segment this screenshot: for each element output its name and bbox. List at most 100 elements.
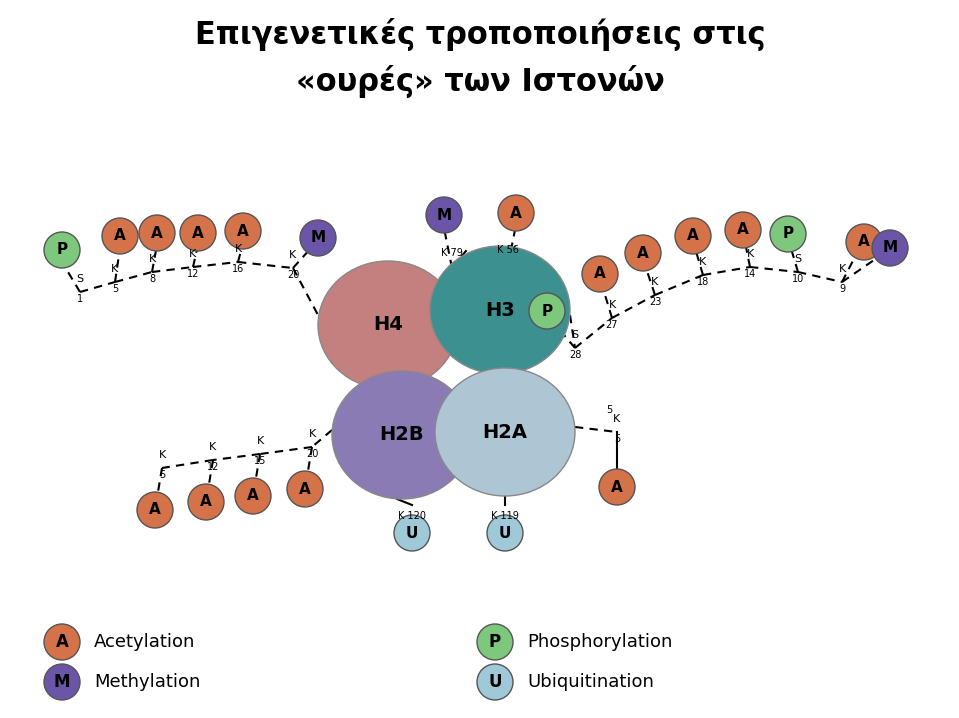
Text: 16: 16 [232, 264, 245, 274]
Circle shape [675, 218, 711, 254]
Circle shape [300, 220, 336, 256]
Text: K: K [189, 249, 197, 259]
Circle shape [139, 215, 175, 251]
Text: S: S [572, 330, 578, 340]
Circle shape [235, 478, 271, 514]
Text: K: K [149, 254, 155, 264]
Text: K: K [309, 429, 316, 439]
Text: Methylation: Methylation [94, 673, 200, 691]
Text: A: A [858, 235, 870, 249]
Text: A: A [192, 225, 204, 241]
Text: K: K [158, 450, 166, 460]
Text: A: A [237, 223, 249, 238]
Text: K: K [699, 257, 707, 267]
Text: A: A [595, 266, 606, 281]
Text: Επιγενετικές τροποποιήσεις στις: Επιγενετικές τροποποιήσεις στις [195, 18, 765, 51]
Text: M: M [311, 230, 325, 246]
Text: K: K [256, 436, 264, 446]
Text: K: K [614, 414, 620, 424]
Text: 5: 5 [606, 405, 612, 415]
Text: K 56: K 56 [497, 245, 519, 255]
Circle shape [225, 213, 261, 249]
Text: Ubiquitination: Ubiquitination [527, 673, 654, 691]
Text: A: A [637, 246, 649, 261]
Circle shape [102, 218, 138, 254]
Text: A: A [688, 228, 699, 243]
Text: A: A [737, 223, 749, 238]
Text: S: S [77, 274, 83, 284]
Circle shape [477, 624, 513, 660]
Text: A: A [247, 488, 259, 503]
Circle shape [625, 235, 661, 271]
Text: 12: 12 [207, 462, 220, 472]
Text: H2B: H2B [380, 426, 424, 444]
Circle shape [487, 515, 523, 551]
Circle shape [529, 293, 565, 329]
Text: P: P [783, 226, 793, 241]
Ellipse shape [318, 261, 458, 389]
Circle shape [477, 664, 513, 700]
Text: 27: 27 [606, 320, 619, 330]
Text: K: K [290, 250, 296, 260]
Text: 23: 23 [649, 297, 661, 307]
Text: K 79: K 79 [441, 248, 463, 258]
Text: A: A [510, 205, 522, 220]
Text: K 119: K 119 [491, 511, 519, 521]
Text: K: K [746, 249, 754, 259]
Text: K: K [209, 442, 217, 452]
Text: K: K [651, 277, 659, 287]
Text: 5: 5 [614, 434, 620, 444]
Text: K: K [234, 244, 242, 254]
Text: Phosphorylation: Phosphorylation [527, 633, 672, 651]
Text: A: A [114, 228, 126, 243]
Text: A: A [200, 495, 212, 510]
Text: Acetylation: Acetylation [94, 633, 196, 651]
Text: U: U [499, 526, 511, 541]
Circle shape [287, 471, 323, 507]
Circle shape [872, 230, 908, 266]
Circle shape [426, 197, 462, 233]
Text: A: A [150, 503, 161, 518]
Text: M: M [54, 673, 70, 691]
Circle shape [44, 232, 80, 268]
Circle shape [137, 492, 173, 528]
Text: A: A [152, 225, 163, 241]
Text: 28: 28 [569, 350, 581, 360]
Text: 10: 10 [792, 274, 805, 284]
Text: 1: 1 [77, 294, 83, 304]
Ellipse shape [435, 368, 575, 496]
Circle shape [725, 212, 761, 248]
Text: U: U [406, 526, 418, 541]
Text: 12: 12 [187, 269, 199, 279]
Text: H2A: H2A [482, 422, 527, 442]
Circle shape [44, 624, 80, 660]
Text: 14: 14 [744, 269, 756, 279]
Circle shape [44, 664, 80, 700]
Text: P: P [489, 633, 501, 651]
Text: 20: 20 [287, 270, 299, 280]
Text: 8: 8 [149, 274, 155, 284]
Circle shape [599, 469, 635, 505]
Text: P: P [57, 243, 67, 258]
Text: H3: H3 [485, 301, 515, 320]
Circle shape [582, 256, 618, 292]
Text: A: A [611, 480, 623, 495]
Text: K: K [838, 264, 846, 274]
Text: 18: 18 [697, 277, 709, 287]
Text: K 120: K 120 [398, 511, 426, 521]
Ellipse shape [332, 371, 472, 499]
Circle shape [498, 195, 534, 231]
Text: S: S [794, 254, 802, 264]
Text: «ουρές» των Ιστονών: «ουρές» των Ιστονών [295, 65, 665, 98]
Text: K: K [608, 300, 616, 310]
Circle shape [180, 215, 216, 251]
Text: A: A [299, 482, 311, 497]
Ellipse shape [430, 246, 570, 374]
Text: M: M [882, 241, 898, 256]
Text: M: M [436, 208, 452, 223]
Circle shape [188, 484, 224, 520]
Text: 20: 20 [306, 449, 318, 459]
Text: H4: H4 [373, 315, 403, 335]
Circle shape [846, 224, 882, 260]
Text: 9: 9 [839, 284, 845, 294]
